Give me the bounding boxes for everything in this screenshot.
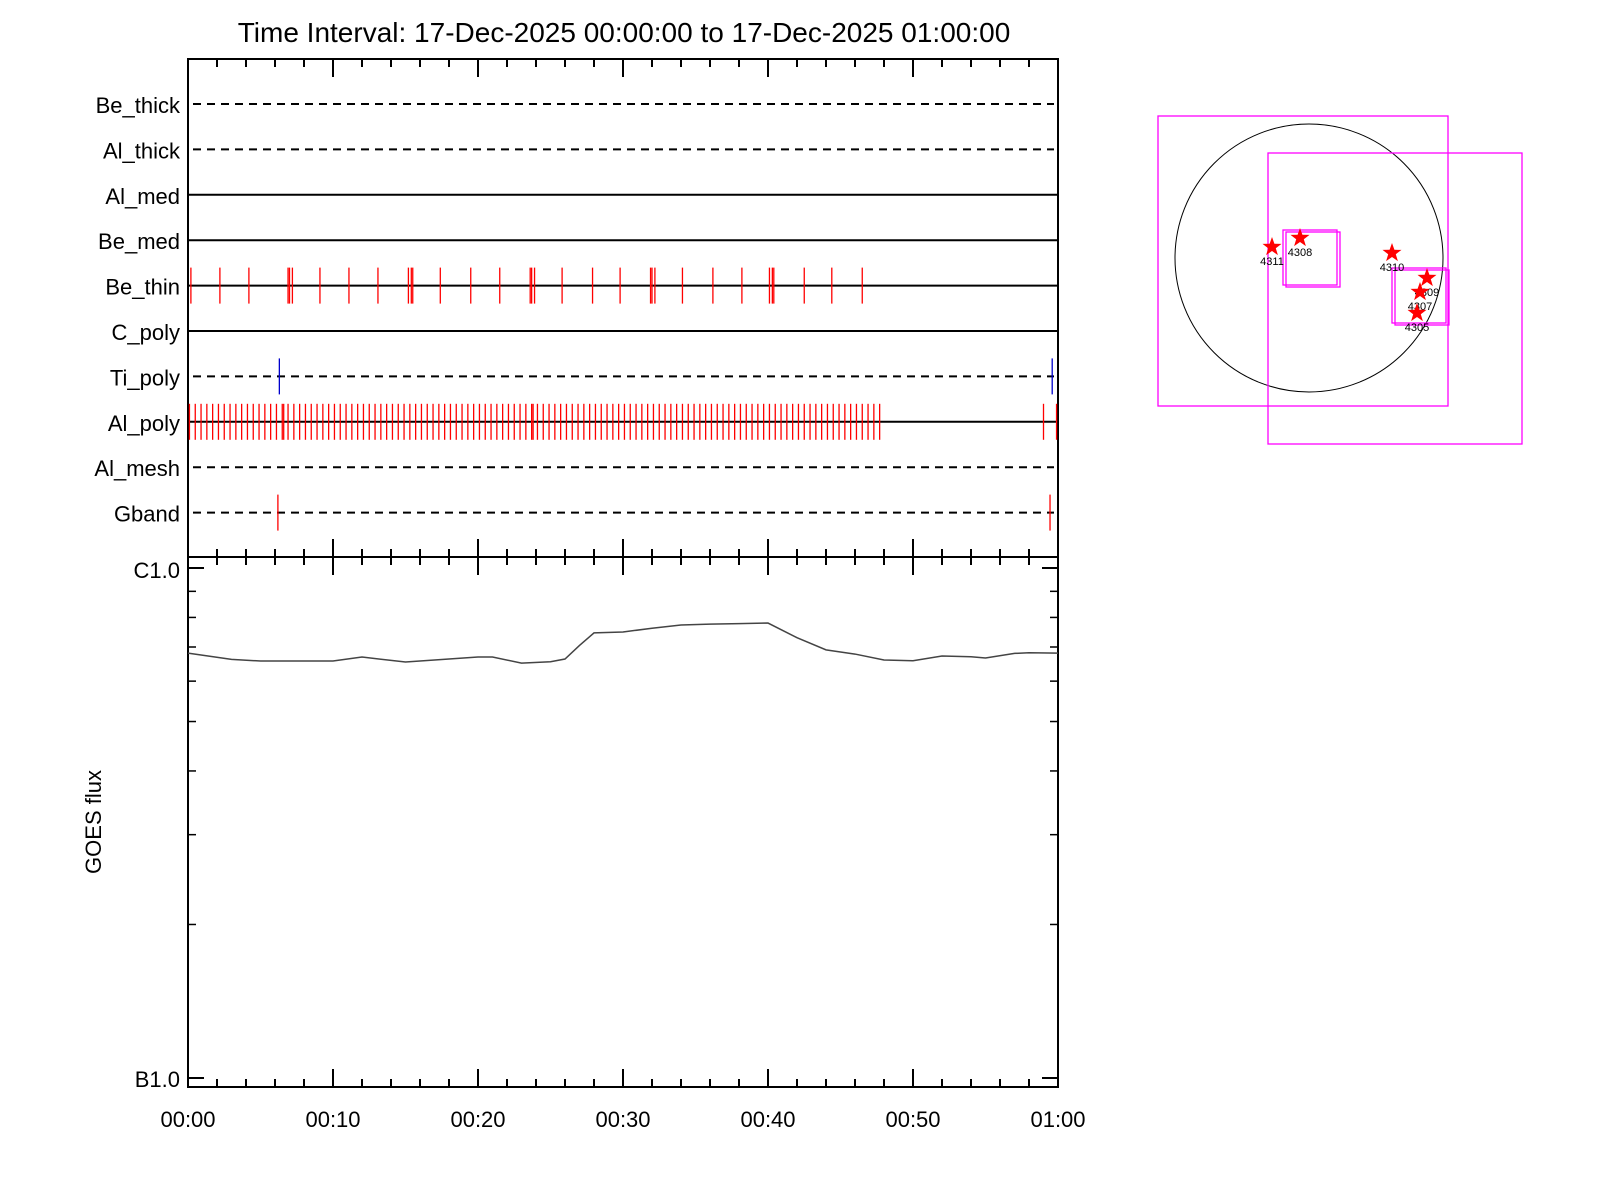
- fov-box: [1282, 229, 1338, 286]
- goes-flux-line: [187, 622, 1059, 664]
- row-label-Al_mesh: Al_mesh: [94, 456, 180, 481]
- goes-flux-panel: C1.0 B1.0 GOES flux 00:00 00:10 00:20 00:30…: [81, 556, 1086, 1132]
- active-region-star-icon: [1290, 228, 1310, 247]
- ytick-label-c1: C1.0: [134, 558, 180, 583]
- active-region-label: 4310: [1380, 262, 1404, 274]
- top-panel-frame: [187, 58, 1059, 558]
- xtick-label: 00:40: [740, 1107, 795, 1132]
- ytick-label-b1: B1.0: [135, 1067, 180, 1092]
- xtick-label: 01:00: [1030, 1107, 1085, 1132]
- active-region-star-icon: [1410, 282, 1430, 301]
- row-label-C_poly: C_poly: [112, 320, 180, 345]
- chart-title: Time Interval: 17-Dec-2025 00:00:00 to 1…: [238, 17, 1011, 48]
- row-label-Ti_poly: Ti_poly: [110, 365, 180, 390]
- solar-limb: [1174, 123, 1444, 393]
- xtick-label: 00:50: [885, 1107, 940, 1132]
- filter-timeline-panel: Be_thick Al_thick Al_med Be_med Be_thin C_pol…: [94, 58, 1059, 1087]
- active-region-star-icon: [1262, 237, 1282, 256]
- active-region-star-icon: [1382, 243, 1402, 262]
- xtick-label: 00:20: [450, 1107, 505, 1132]
- row-label-Be_thin: Be_thin: [105, 275, 180, 300]
- fov-box: [1267, 152, 1523, 445]
- active-region-star-icon: [1417, 268, 1437, 287]
- active-region-label: 4308: [1288, 247, 1312, 259]
- row-label-Al_poly: Al_poly: [108, 411, 180, 436]
- row-label-Al_thick: Al_thick: [103, 138, 181, 163]
- bottom-panel-frame: [187, 556, 1059, 1088]
- row-label-Gband: Gband: [114, 502, 180, 527]
- fov-box: [1391, 267, 1447, 324]
- fov-box: [1285, 231, 1341, 288]
- xtick-label: 00:30: [595, 1107, 650, 1132]
- fov-box: [1157, 115, 1449, 407]
- row-label-Be_thick: Be_thick: [96, 93, 181, 118]
- row-label-Be_med: Be_med: [98, 229, 180, 254]
- fov-box: [1394, 269, 1450, 326]
- xtick-label: 00:00: [160, 1107, 215, 1132]
- active-region-label: 4311: [1260, 256, 1284, 268]
- y-axis-label: GOES flux: [81, 770, 106, 874]
- active-region-star-icon: [1407, 303, 1427, 322]
- active-region-label: 4305: [1405, 322, 1429, 334]
- xtick-label: 00:10: [305, 1107, 360, 1132]
- row-label-Al_med: Al_med: [105, 184, 180, 209]
